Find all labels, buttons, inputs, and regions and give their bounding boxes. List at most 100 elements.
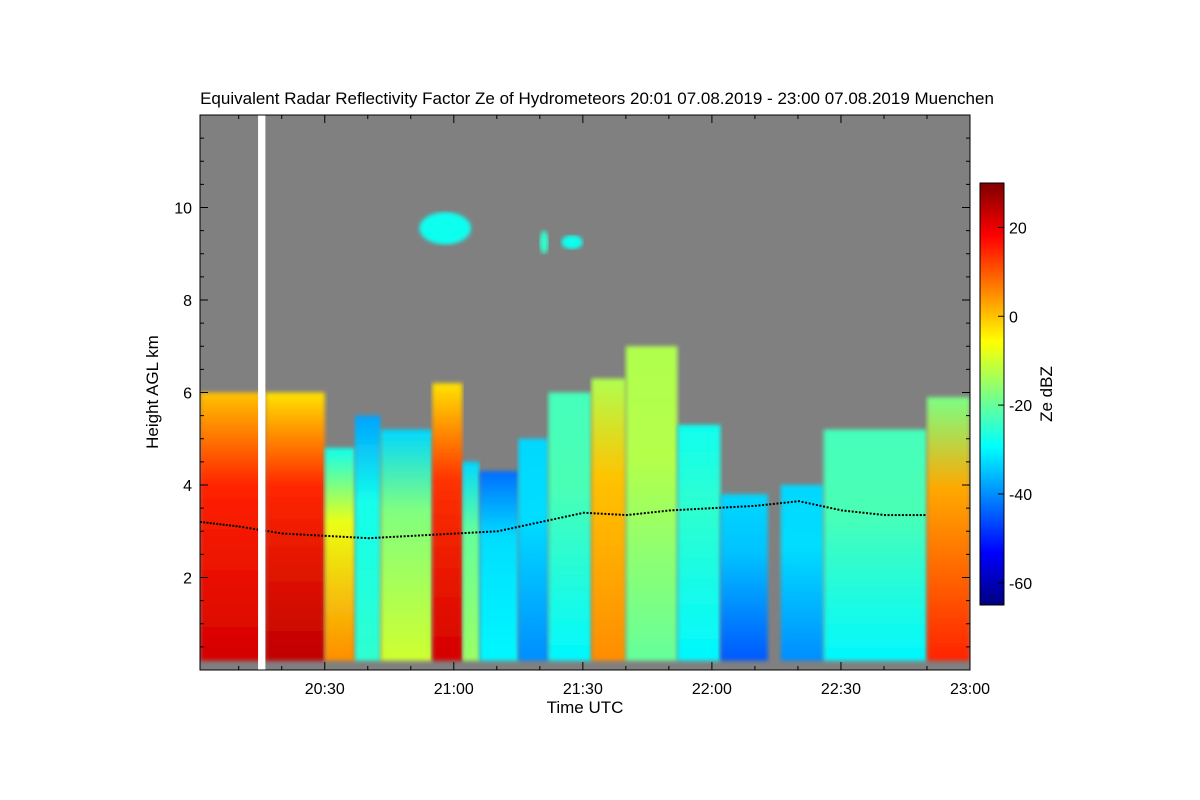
melting-layer-dot <box>550 518 553 521</box>
melting-layer-dot <box>912 514 915 517</box>
echo-column <box>591 378 626 661</box>
melting-layer-dot <box>679 508 682 511</box>
melting-layer-dot <box>296 533 299 536</box>
echo-column <box>823 429 927 661</box>
melting-layer-dot <box>647 511 650 514</box>
melting-layer-dot <box>891 514 894 517</box>
melting-layer-dot <box>722 506 725 509</box>
melting-layer-dot <box>288 532 291 535</box>
melting-layer-dot <box>407 535 410 538</box>
melting-layer-dot <box>751 505 754 508</box>
melting-layer-dot <box>622 513 625 516</box>
melting-layer-dot <box>833 507 836 510</box>
echo-column <box>625 346 678 661</box>
melting-layer-dot <box>733 505 736 508</box>
melting-layer-dot <box>905 514 908 517</box>
melting-layer-dot <box>747 505 750 508</box>
melting-layer-dot <box>640 512 643 515</box>
melting-layer-dot <box>726 506 729 509</box>
melting-layer-dot <box>303 533 306 536</box>
echo-column <box>324 448 355 661</box>
colorbar: -60 -40 -20 0 20 Ze dBZ <box>979 182 1056 606</box>
melting-layer-dot <box>790 500 793 503</box>
melting-layer-dot <box>432 533 435 536</box>
melting-layer-dot <box>690 508 693 511</box>
melting-layer-dot <box>780 502 783 505</box>
echo-column <box>432 383 463 661</box>
melting-layer-dot <box>894 514 897 517</box>
melting-layer-dot <box>216 522 219 525</box>
melting-layer-dot <box>909 514 912 517</box>
colorbar-tick-label: 20 <box>1009 220 1027 237</box>
melting-layer-dot <box>417 534 420 537</box>
x-axis-label: Time UTC <box>547 698 624 717</box>
melting-layer-dot <box>245 526 248 529</box>
melting-layer-dot <box>762 504 765 507</box>
melting-layer-dot <box>342 535 345 538</box>
melting-layer-dot <box>446 532 449 535</box>
melting-layer-dot <box>285 532 288 535</box>
melting-layer-dot <box>493 530 496 533</box>
melting-layer-dot <box>582 511 585 514</box>
melting-layer-dot <box>708 507 711 510</box>
melting-layer-dot <box>403 535 406 538</box>
melting-layer-dot <box>665 509 668 512</box>
melting-layer-dot <box>883 514 886 517</box>
melting-layer-dot <box>425 534 428 537</box>
melting-layer-dot <box>704 507 707 510</box>
melting-layer-dot <box>801 500 804 503</box>
melting-layer-dot <box>564 515 567 518</box>
melting-layer-dot <box>396 535 399 538</box>
echo-column <box>926 397 970 661</box>
melting-layer-dot <box>787 501 790 504</box>
melting-layer-dot <box>321 534 324 537</box>
y-tick-label: 6 <box>183 386 192 403</box>
melting-layer-dot <box>324 534 327 537</box>
x-tick-label: 21:00 <box>434 681 474 698</box>
melting-layer-dot <box>249 527 252 530</box>
melting-layer-dot <box>819 504 822 507</box>
melting-layer-dot <box>331 535 334 538</box>
colorbar-tick-label: 0 <box>1009 309 1018 326</box>
echo-column <box>720 494 768 661</box>
melting-layer-dot <box>222 523 225 526</box>
melting-layer-dot <box>686 508 689 511</box>
melting-layer-dot <box>719 506 722 509</box>
melting-layer-dot <box>636 512 639 515</box>
melting-layer-dot <box>414 534 417 537</box>
melting-layer-dot <box>400 535 403 538</box>
melting-layer-dot <box>600 512 603 515</box>
melting-layer-dot <box>650 511 653 514</box>
melting-layer-dot <box>335 535 338 538</box>
melting-layer-dot <box>579 512 582 515</box>
melting-layer-dot <box>769 503 772 506</box>
melting-layer-dot <box>547 519 550 522</box>
melting-layer-dot <box>736 505 739 508</box>
melting-layer-dot <box>826 506 829 509</box>
melting-layer-dot <box>281 532 284 535</box>
melting-layer-dot <box>267 530 270 533</box>
y-tick-label: 2 <box>183 571 192 588</box>
melting-layer-dot <box>256 528 259 531</box>
melting-layer-dot <box>200 521 202 523</box>
melting-layer-dot <box>676 509 679 512</box>
melting-layer-dot <box>306 533 309 536</box>
melting-layer-dot <box>539 521 542 523</box>
melting-layer-dot <box>274 531 277 534</box>
melting-layer-dot <box>611 513 614 516</box>
melting-layer-dot <box>557 517 560 520</box>
melting-layer-dot <box>776 502 779 505</box>
echo-layer <box>200 346 970 661</box>
y-axis-label: Height AGL km <box>143 335 162 449</box>
melting-layer-dot <box>668 509 671 512</box>
melting-layer-dot <box>830 507 833 510</box>
melting-layer-dot <box>518 525 521 528</box>
melting-layer-dot <box>797 500 800 503</box>
upper-echo-layer <box>419 212 583 254</box>
x-tick-label: 23:00 <box>950 681 990 698</box>
melting-layer-dot <box>435 533 438 536</box>
melting-layer-dot <box>443 533 446 536</box>
echo-column <box>780 485 824 661</box>
melting-layer-dot <box>468 531 471 534</box>
melting-layer-dot <box>837 508 840 511</box>
